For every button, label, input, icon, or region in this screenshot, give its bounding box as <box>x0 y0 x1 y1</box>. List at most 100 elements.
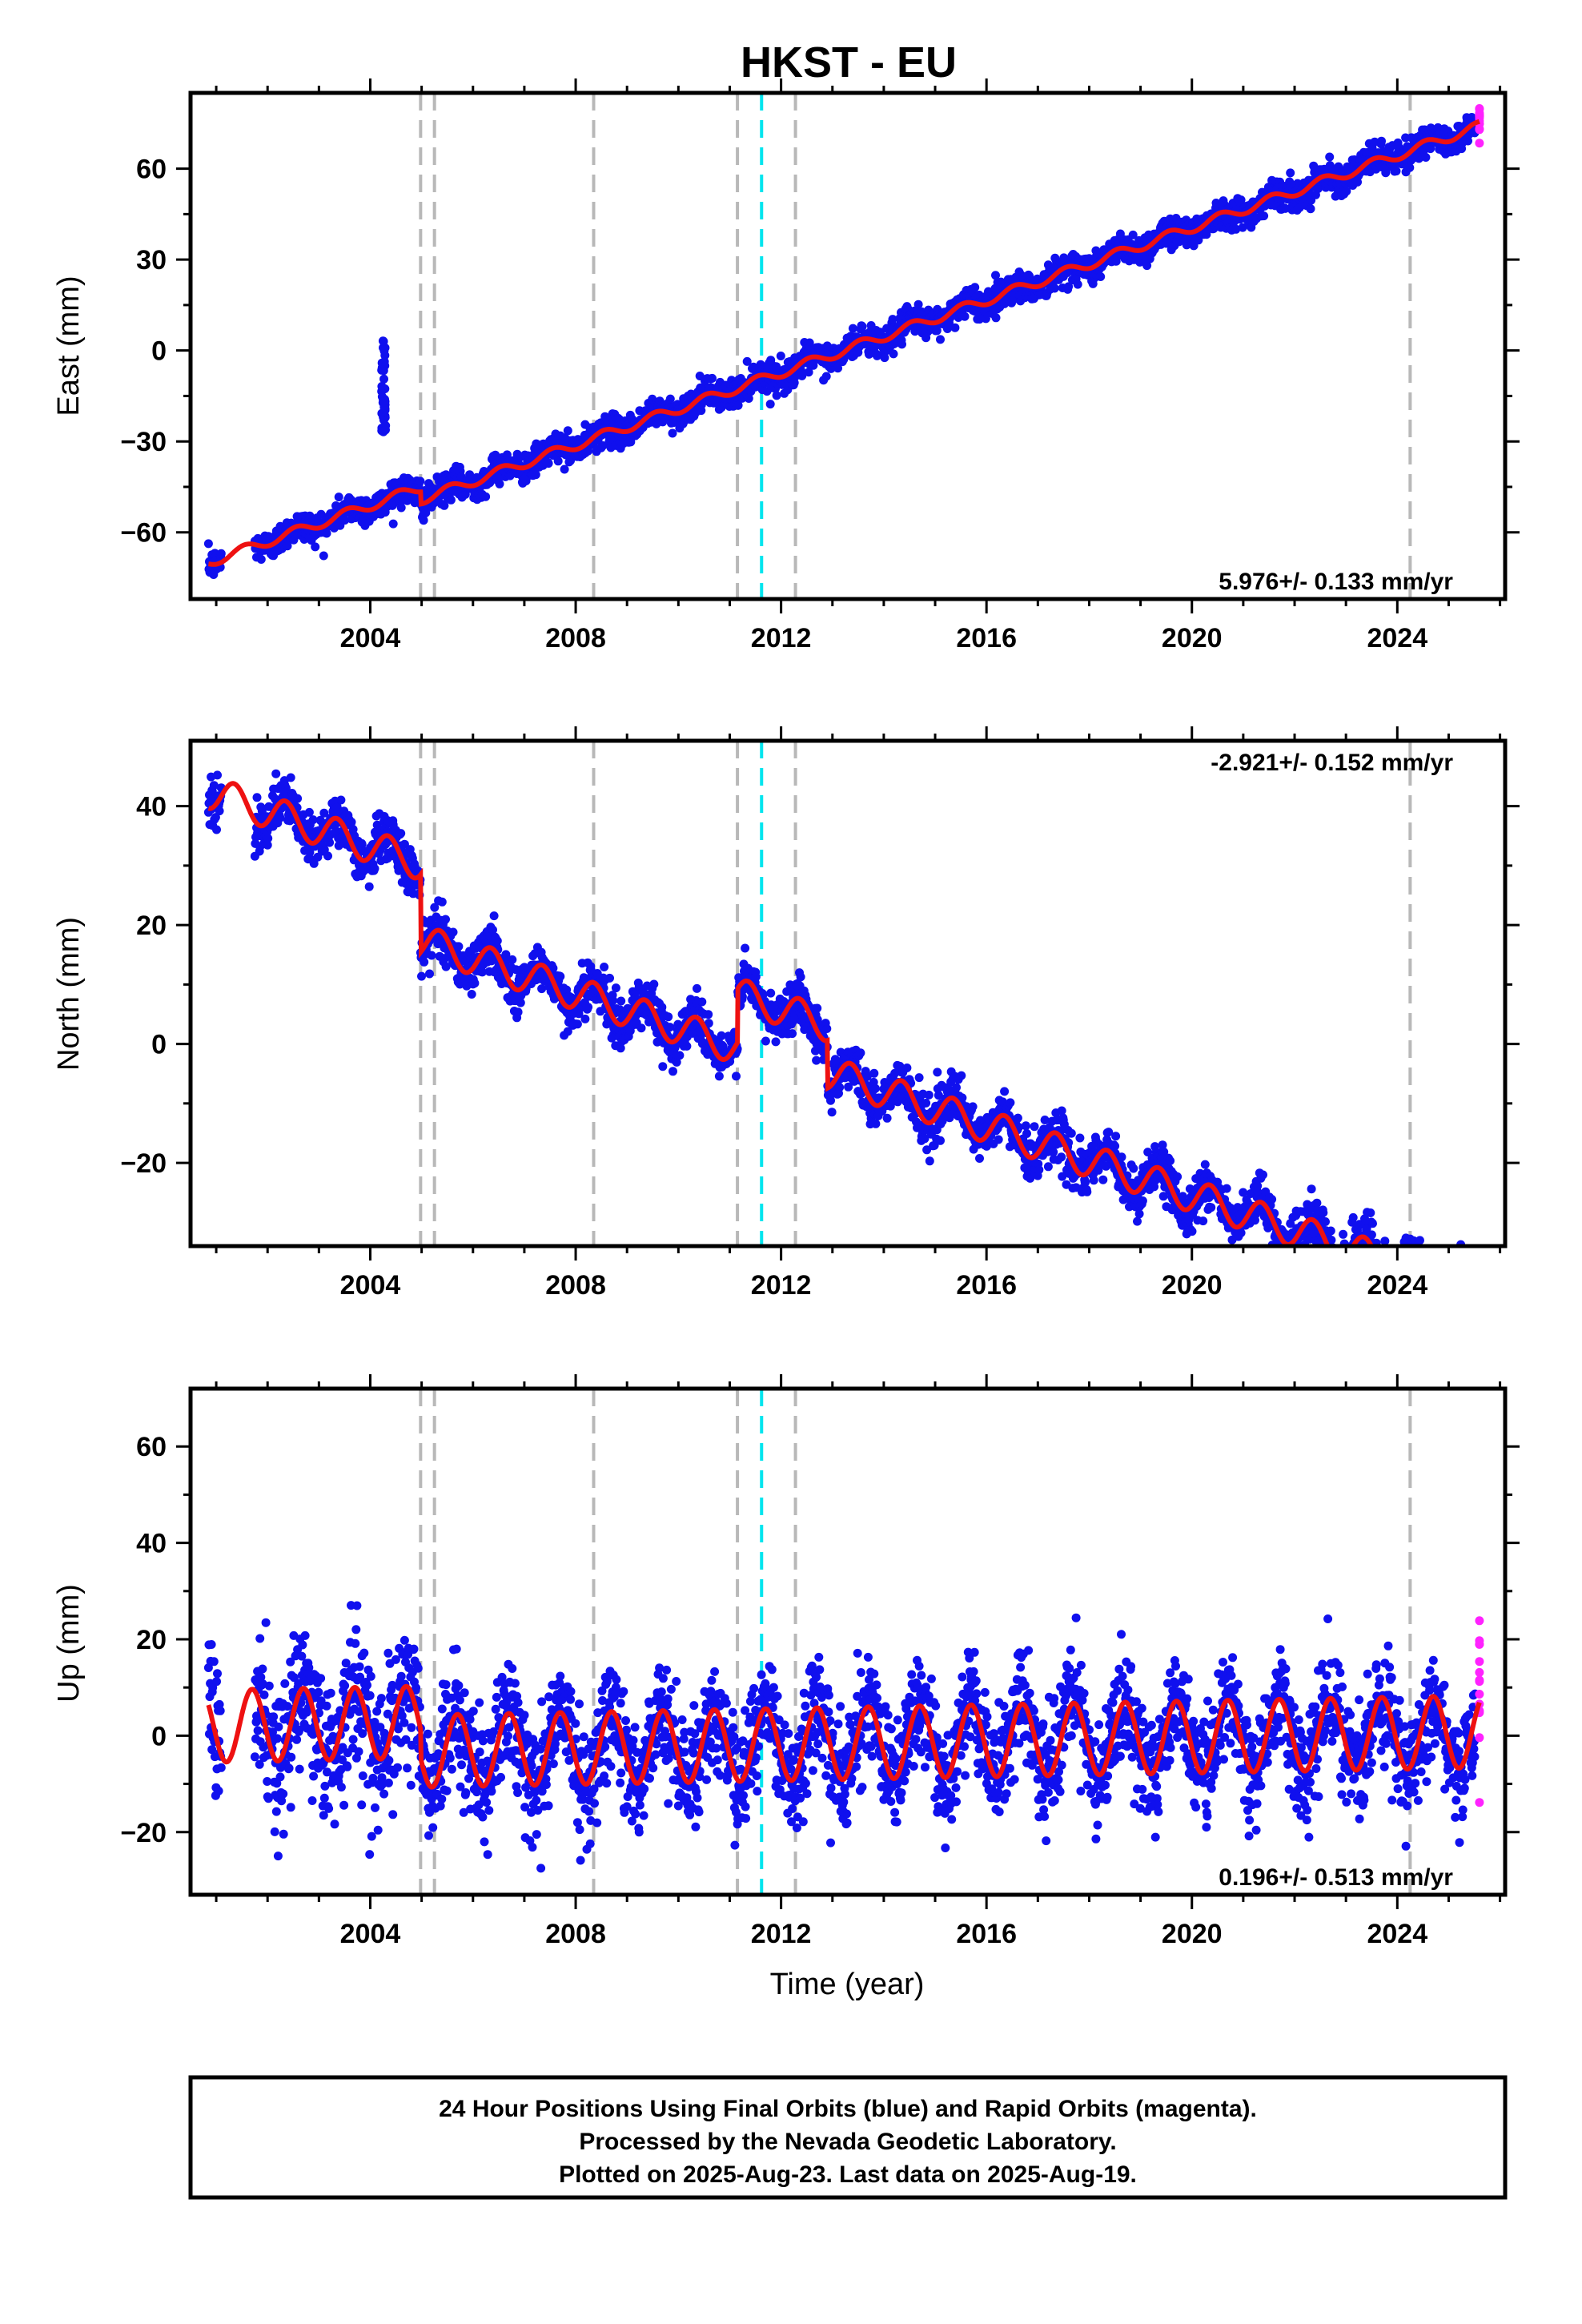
data-point <box>347 818 356 826</box>
data-point <box>970 283 980 292</box>
data-point <box>416 476 425 486</box>
north-panel: North (mm) 2004 2008 2012 2016 2020 2024−2002… <box>52 726 1520 1301</box>
data-point <box>796 972 805 982</box>
rapid-point <box>1475 139 1484 148</box>
data-point <box>889 349 898 359</box>
data-point <box>751 972 761 982</box>
data-point <box>742 356 752 366</box>
data-point <box>1111 256 1121 266</box>
data-point <box>865 349 873 359</box>
data-point <box>325 838 335 847</box>
data-point <box>1073 279 1082 289</box>
y-tick-label: 30 <box>136 245 167 275</box>
data-point <box>495 479 504 489</box>
data-point <box>761 1036 770 1046</box>
data-point <box>813 1003 822 1013</box>
data-point <box>871 1119 881 1128</box>
x-tick-label: 2004 <box>340 623 401 653</box>
data-point <box>848 324 857 333</box>
data-point <box>658 1062 668 1072</box>
data-point <box>1013 1113 1022 1123</box>
data-point <box>873 350 882 360</box>
data-point <box>470 979 480 988</box>
x-tick-label: 2012 <box>751 623 812 653</box>
data-point <box>513 1007 523 1017</box>
data-point <box>316 509 326 519</box>
data-point <box>1142 261 1152 271</box>
data-point <box>649 979 659 989</box>
data-point <box>776 352 785 360</box>
data-point <box>665 394 675 404</box>
data-point <box>293 794 303 803</box>
data-point <box>1030 1122 1039 1132</box>
data-point <box>584 1003 593 1012</box>
data-point <box>822 1024 832 1033</box>
y-tick-label: −30 <box>120 427 167 457</box>
data-point <box>827 1108 837 1117</box>
data-point <box>1021 1121 1030 1131</box>
data-point <box>952 1083 961 1092</box>
outlier-point <box>380 361 390 371</box>
outlier-point <box>380 351 390 360</box>
data-point <box>682 1041 692 1051</box>
data-point <box>857 322 867 332</box>
data-point <box>492 936 502 946</box>
data-point <box>608 995 618 1005</box>
data-point <box>1259 211 1269 221</box>
data-point <box>531 470 540 480</box>
east-ylabel: East (mm) <box>52 275 86 416</box>
data-point <box>489 911 499 921</box>
data-point <box>668 428 677 438</box>
data-point <box>732 1072 741 1081</box>
data-point <box>1391 167 1401 176</box>
data-point <box>914 1073 924 1083</box>
data-point <box>880 353 889 363</box>
data-point <box>804 368 813 377</box>
data-point <box>396 829 406 838</box>
data-point <box>212 825 221 834</box>
data-point <box>425 969 434 979</box>
data-point <box>766 988 776 998</box>
data-point <box>203 539 213 549</box>
y-tick-label: 0 <box>151 336 167 367</box>
data-point <box>446 495 456 505</box>
rapid-point <box>1475 124 1484 134</box>
data-point <box>311 542 320 552</box>
data-point <box>765 400 775 409</box>
data-point <box>975 1154 984 1163</box>
data-point <box>319 551 328 561</box>
outlier-point <box>379 427 388 436</box>
data-point <box>797 371 807 380</box>
data-point <box>1286 168 1295 178</box>
data-point <box>957 1071 966 1080</box>
x-tick-label: 2020 <box>1162 623 1223 653</box>
data-point <box>994 1135 1003 1144</box>
data-point <box>924 1090 934 1100</box>
data-point <box>960 312 970 321</box>
data-point <box>556 971 565 981</box>
data-point <box>388 519 398 529</box>
data-point <box>657 1003 667 1012</box>
east-rate-label: 5.976+/- 0.133 mm/yr <box>1219 569 1453 595</box>
data-point <box>744 394 753 403</box>
data-point <box>788 1029 797 1039</box>
data-point <box>869 1068 879 1078</box>
data-point <box>283 541 292 551</box>
data-point <box>1043 1162 1053 1172</box>
data-point <box>1034 1165 1044 1175</box>
data-point <box>1325 152 1335 162</box>
chart-title: HKST - EU <box>741 38 957 86</box>
data-point <box>1306 204 1315 214</box>
data-point <box>1096 272 1106 281</box>
data-point <box>856 1048 865 1058</box>
data-point <box>323 851 332 861</box>
data-point <box>981 314 990 324</box>
data-point <box>826 364 836 373</box>
data-point <box>1128 230 1138 239</box>
east-panel: East (mm) 2004 2008 2012 2016 2020 2024−60−30… <box>52 78 1520 653</box>
x-tick-label: 2008 <box>545 623 606 653</box>
data-point <box>714 1072 724 1081</box>
data-point <box>256 555 266 564</box>
data-point <box>772 391 781 400</box>
